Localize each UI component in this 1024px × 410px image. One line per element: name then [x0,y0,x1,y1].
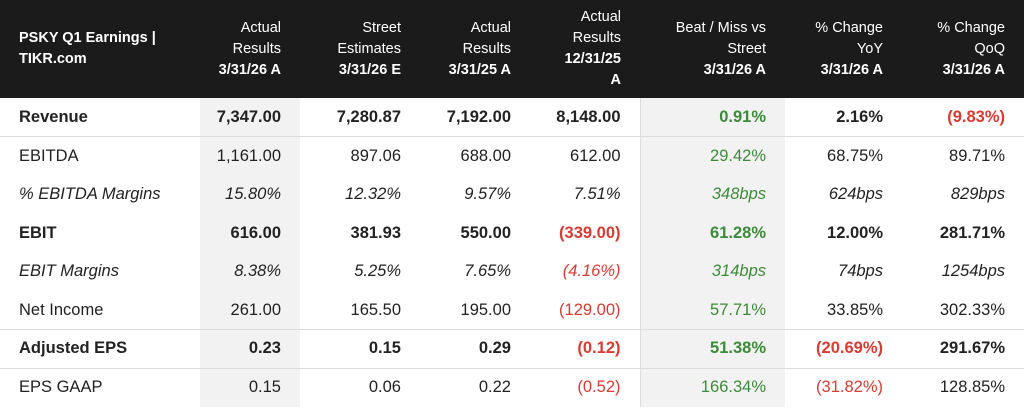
cell-actual-q4-25: (0.12) [530,329,641,369]
table-row-ebit-margins: EBIT Margins 8.38% 5.25% 7.65% (4.16%) 3… [0,252,1024,291]
cell-actual-q4-25: 612.00 [530,136,641,176]
cell-street-estimate: 897.06 [300,136,420,176]
cell-change-qoq: 302.33% [939,300,1005,319]
cell-change-yoy: 624bps [828,184,883,203]
cell-actual-q1-25: 0.29 [420,329,530,369]
cell-street-estimate: 0.06 [300,367,420,407]
col-header-actual-q1-26: Actual Results 3/31/26 A [218,19,281,78]
cell-actual-q1-26: 616.00 [200,213,300,253]
col-header-change-qoq: % Change QoQ 3/31/26 A [937,19,1005,78]
cell-actual-q4-25: (4.16%) [530,252,641,291]
table-row-net-income: Net Income 261.00 165.50 195.00 (129.00)… [0,290,1024,330]
cell-actual-q1-25: 0.22 [420,367,530,407]
col-header-beat-miss: Beat / Miss vs Street 3/31/26 A [675,19,766,78]
cell-actual-q1-26: 15.80% [200,175,300,214]
cell-actual-q1-26: 1,161.00 [200,136,300,176]
cell-actual-q4-25: (339.00) [530,213,641,253]
cell-change-qoq: 128.85% [902,367,1024,407]
row-label: Revenue [19,107,88,126]
row-label: EBITDA [0,136,200,176]
col-header-street-estimates: Street Estimates 3/31/26 E [337,19,401,78]
cell-street-estimate: 381.93 [350,223,401,242]
cell-actual-q1-25: 7,192.00 [446,107,511,126]
cell-change-qoq: (9.83%) [947,107,1005,126]
cell-beat-miss: 61.28% [640,213,785,253]
row-label: Adjusted EPS [0,329,200,369]
cell-beat-miss: 348bps [640,175,785,214]
cell-actual-q1-25: 9.57% [464,184,511,203]
cell-change-yoy: 74bps [838,262,883,281]
cell-street-estimate: 7,280.87 [336,107,401,126]
cell-actual-q4-25: (129.00) [530,290,641,330]
cell-actual-q1-25: 195.00 [460,300,511,319]
table-title: PSKY Q1 Earnings | TIKR.com [19,30,156,67]
cell-change-qoq: 89.71% [902,136,1024,176]
cell-change-yoy: 2.16% [836,107,883,126]
cell-street-estimate: 165.50 [350,300,401,319]
col-header-change-yoy: % Change YoY 3/31/26 A [815,19,883,78]
row-label: Net Income [19,300,104,319]
row-label: EBIT [19,223,57,242]
cell-actual-q1-26: 0.15 [200,367,300,407]
cell-street-estimate: 12.32% [345,184,401,203]
cell-change-yoy: 12.00% [827,223,883,242]
table-row-ebitda: EBITDA 1,161.00 897.06 688.00 612.00 29.… [0,136,1024,176]
cell-actual-q1-26: 8.38% [200,252,300,291]
cell-street-estimate: 5.25% [354,262,401,281]
cell-change-qoq: 291.67% [902,329,1024,369]
row-label: EPS GAAP [0,367,200,407]
row-label: % EBITDA Margins [19,184,161,203]
cell-change-yoy: 68.75% [785,136,902,176]
cell-street-estimate: 0.15 [300,329,420,369]
cell-change-qoq: 1254bps [941,262,1005,281]
cell-actual-q1-26: 7,347.00 [200,98,300,137]
cell-actual-q1-25: 550.00 [460,223,511,242]
cell-actual-q1-25: 7.65% [464,262,511,281]
cell-actual-q1-26: 261.00 [200,290,300,330]
cell-change-qoq: 281.71% [939,223,1005,242]
cell-actual-q4-25: 8,148.00 [530,98,641,137]
cell-change-qoq: 829bps [950,184,1005,203]
cell-beat-miss: 0.91% [640,98,785,137]
table-row-revenue: Revenue 7,347.00 7,280.87 7,192.00 8,148… [0,98,1024,137]
cell-beat-miss: 314bps [640,252,785,291]
table-row-eps-gaap: EPS GAAP 0.15 0.06 0.22 (0.52) 166.34% (… [0,367,1024,407]
table-header: PSKY Q1 Earnings | TIKR.com Actual Resul… [0,0,1024,98]
cell-change-yoy: (31.82%) [785,367,902,407]
table-body: Revenue 7,347.00 7,280.87 7,192.00 8,148… [0,98,1024,407]
cell-actual-q4-25: 7.51% [530,175,641,214]
col-header-actual-q4-25: Actual Results 12/31/25 A [564,9,621,88]
cell-beat-miss: 57.71% [640,290,785,330]
cell-beat-miss: 51.38% [640,329,785,369]
cell-beat-miss: 29.42% [640,136,785,176]
cell-actual-q1-25: 688.00 [420,136,530,176]
table-row-ebitda-margins: % EBITDA Margins 15.80% 12.32% 9.57% 7.5… [0,175,1024,214]
cell-change-yoy: 33.85% [827,300,883,319]
cell-actual-q1-26: 0.23 [200,329,300,369]
cell-change-yoy: (20.69%) [785,329,902,369]
cell-actual-q4-25: (0.52) [530,367,641,407]
row-label: EBIT Margins [19,262,119,281]
table-row-adjusted-eps: Adjusted EPS 0.23 0.15 0.29 (0.12) 51.38… [0,329,1024,369]
col-header-actual-q1-25: Actual Results 3/31/25 A [448,19,511,78]
table-row-ebit: EBIT 616.00 381.93 550.00 (339.00) 61.28… [0,213,1024,253]
cell-beat-miss: 166.34% [640,367,785,407]
